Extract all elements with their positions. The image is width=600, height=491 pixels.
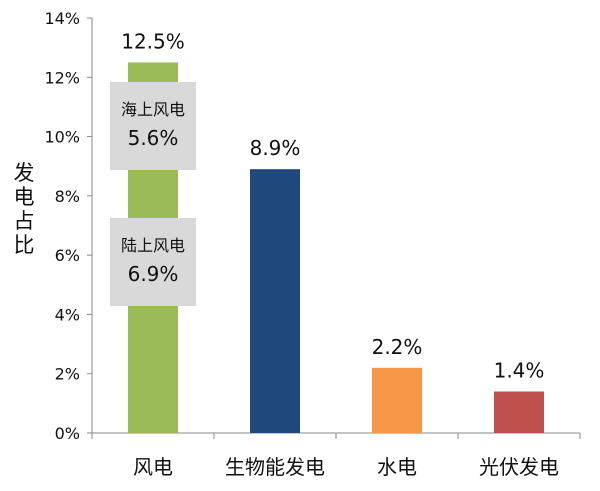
bar-value-label: 2.2% [372,335,423,359]
y-axis-label: 发电占比 [14,161,35,257]
bar-1 [250,169,300,433]
annotations: 海上风电 5.6% 陆上风电 6.9% [110,82,196,306]
category-label: 光伏发电 [479,455,559,479]
bar-value-label: 8.9% [250,136,301,160]
y-tick-label: 8% [55,187,80,206]
bar-value-label: 12.5% [121,29,185,53]
category-label: 风电 [133,455,173,479]
bar-value-label: 1.4% [494,359,545,383]
annotation-value: 5.6% [128,126,179,150]
y-tick-label: 0% [55,424,80,443]
bar-3 [494,391,544,433]
y-tick-label: 6% [55,246,80,265]
y-tick-label: 4% [55,305,80,324]
category-label: 生物能发电 [225,455,325,479]
annotation-value: 6.9% [128,262,179,286]
y-tick-label: 12% [44,68,80,87]
y-tick-label: 2% [55,365,80,384]
annotation-label: 陆上风电 [121,236,185,255]
y-ticks: 0% 2% 4% 6% 8% 10% 12% 14% [44,9,92,443]
y-tick-label: 14% [44,9,80,28]
labels: 12.5% 风电 8.9% 生物能发电 2.2% 水电 1.4% 光伏发电 [121,29,559,479]
annotation-box [110,82,196,170]
category-label: 水电 [377,455,417,479]
annotation-box [110,218,196,306]
annotation-label: 海上风电 [121,100,185,119]
y-tick-label: 10% [44,128,80,147]
bar-2 [372,367,422,433]
